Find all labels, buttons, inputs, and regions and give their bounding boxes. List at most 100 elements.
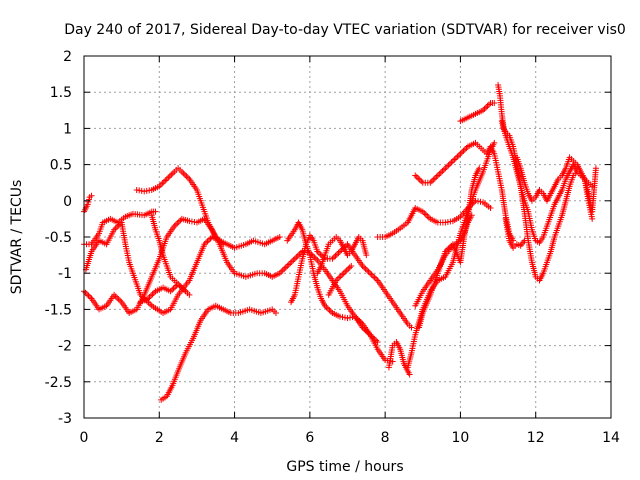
data-point bbox=[476, 165, 483, 172]
data-point bbox=[165, 174, 172, 181]
data-point bbox=[88, 192, 95, 199]
data-point bbox=[413, 173, 420, 180]
data-point bbox=[332, 252, 339, 259]
series-track-2 bbox=[81, 208, 159, 248]
data-point bbox=[461, 146, 468, 153]
data-point bbox=[521, 237, 528, 244]
data-point bbox=[182, 288, 189, 295]
data-point bbox=[114, 294, 121, 301]
data-point bbox=[442, 165, 449, 172]
data-point bbox=[434, 172, 441, 179]
data-point bbox=[345, 265, 352, 272]
series-track-8 bbox=[158, 302, 279, 403]
x-tick-label: 14 bbox=[602, 430, 620, 446]
data-point bbox=[276, 234, 283, 240]
series-track-3 bbox=[82, 219, 283, 317]
series-track-5 bbox=[133, 165, 227, 248]
data-point bbox=[279, 267, 286, 274]
data-point bbox=[374, 338, 381, 345]
data-point bbox=[342, 268, 349, 275]
data-point bbox=[84, 291, 91, 298]
data-point bbox=[487, 205, 494, 212]
data-point bbox=[335, 249, 342, 256]
data-point bbox=[181, 171, 188, 178]
y-axis-label: SDTVAR / TECUs bbox=[9, 180, 25, 295]
data-point bbox=[272, 310, 279, 317]
data-point bbox=[454, 153, 461, 160]
data-point bbox=[458, 149, 465, 156]
data-point bbox=[368, 271, 375, 278]
grid bbox=[84, 56, 611, 418]
x-tick-label: 10 bbox=[452, 430, 470, 446]
x-tick-label: 4 bbox=[230, 430, 239, 446]
data-point bbox=[184, 174, 191, 181]
x-tick-label: 2 bbox=[155, 430, 164, 446]
y-tick-label: 2 bbox=[63, 49, 72, 65]
data-point bbox=[82, 289, 89, 296]
y-tick-label: -2.5 bbox=[45, 375, 72, 391]
data-point bbox=[491, 139, 498, 146]
data-point bbox=[340, 270, 347, 277]
data-point bbox=[324, 305, 331, 312]
data-point bbox=[330, 254, 337, 261]
series-track-19 bbox=[457, 100, 498, 125]
data-point bbox=[589, 215, 596, 222]
data-point bbox=[361, 264, 368, 271]
data-point bbox=[424, 213, 431, 220]
data-point bbox=[180, 170, 187, 177]
data-point bbox=[149, 291, 156, 298]
data-point bbox=[169, 170, 176, 177]
data-point bbox=[117, 297, 124, 304]
data-point bbox=[166, 173, 173, 180]
data-point bbox=[152, 208, 159, 215]
data-point bbox=[172, 283, 179, 290]
x-tick-label: 0 bbox=[80, 430, 89, 446]
data-point bbox=[288, 258, 295, 265]
data-point bbox=[160, 178, 167, 185]
data-point bbox=[484, 102, 491, 109]
data-point bbox=[416, 176, 423, 183]
data-point bbox=[364, 267, 371, 274]
data-point bbox=[430, 176, 437, 183]
data-point bbox=[284, 262, 291, 269]
y-tick-label: 1.5 bbox=[50, 85, 72, 101]
series-track-11 bbox=[314, 234, 370, 277]
data-point bbox=[343, 267, 350, 274]
series-track-15 bbox=[404, 139, 498, 371]
data-point bbox=[174, 220, 181, 227]
y-tick-label: -1 bbox=[58, 266, 72, 282]
data-point bbox=[346, 264, 353, 271]
series-track-18 bbox=[412, 139, 517, 244]
data-point bbox=[337, 273, 344, 280]
data-point bbox=[415, 175, 422, 182]
data-point bbox=[457, 150, 464, 157]
data-point bbox=[333, 251, 340, 258]
x-tick-label: 8 bbox=[381, 430, 390, 446]
data-point bbox=[431, 175, 438, 182]
data-point bbox=[294, 252, 301, 259]
data-point bbox=[433, 173, 440, 180]
series-track-7 bbox=[148, 212, 189, 295]
data-point bbox=[282, 264, 289, 271]
data-point bbox=[291, 255, 298, 262]
data-point bbox=[455, 152, 462, 159]
data-point bbox=[468, 212, 475, 219]
data-point bbox=[428, 178, 435, 185]
data-point bbox=[451, 156, 458, 163]
data-point bbox=[348, 262, 355, 269]
x-tick-label: 12 bbox=[527, 430, 545, 446]
data-point bbox=[290, 257, 297, 264]
data-point bbox=[85, 292, 92, 299]
y-tick-label: 0 bbox=[63, 194, 72, 210]
data-point bbox=[370, 273, 377, 280]
data-point bbox=[287, 260, 294, 267]
series-track-12 bbox=[325, 262, 355, 298]
series-track-21 bbox=[498, 118, 596, 284]
data-point bbox=[452, 155, 459, 162]
y-tick-label: 1 bbox=[63, 121, 72, 137]
data-point bbox=[418, 178, 425, 185]
plot-frame bbox=[83, 55, 612, 419]
data-point bbox=[445, 162, 452, 169]
data-point bbox=[183, 173, 190, 180]
